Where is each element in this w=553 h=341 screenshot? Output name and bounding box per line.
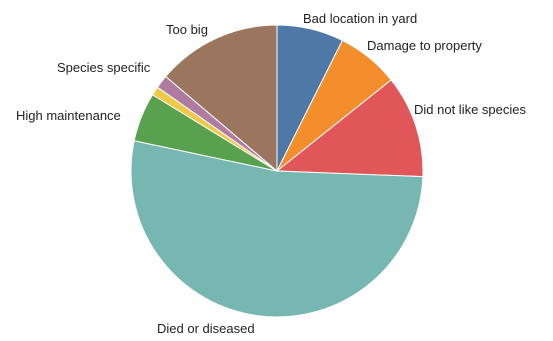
label-died-or-diseased: Died or diseased bbox=[157, 321, 255, 336]
label-did-not-like-species: Did not like species bbox=[414, 102, 526, 117]
label-bad-location-in-yard: Bad location in yard bbox=[303, 11, 417, 26]
slice-died-or-diseased bbox=[130, 140, 424, 318]
slice-too-big bbox=[165, 24, 278, 173]
slice-did-not-like-species bbox=[275, 79, 424, 178]
label-too-big: Too big bbox=[166, 22, 208, 37]
label-species-specific: Species specific bbox=[57, 60, 151, 75]
label-high-maintenance: High maintenance bbox=[16, 108, 121, 123]
label-damage-to-property: Damage to property bbox=[367, 38, 482, 53]
pie-slices bbox=[130, 24, 424, 318]
